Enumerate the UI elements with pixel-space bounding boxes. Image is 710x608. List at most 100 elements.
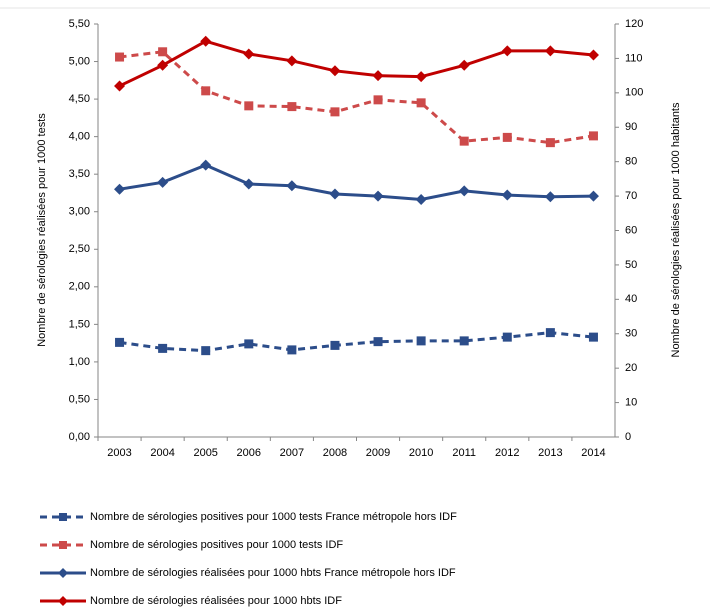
y2-tick-label: 30 — [625, 328, 637, 340]
y-tick-label: 5,00 — [69, 55, 90, 67]
point — [243, 178, 255, 190]
point — [588, 332, 598, 342]
x-tick-label: 2010 — [409, 447, 433, 459]
y2-tick-label: 70 — [625, 190, 637, 202]
point — [501, 189, 513, 201]
point — [157, 176, 169, 188]
point — [545, 328, 555, 338]
series-line — [119, 331, 594, 353]
y-tick-label: 5,50 — [69, 18, 90, 30]
point — [243, 48, 255, 60]
y2-tick-label: 120 — [625, 18, 643, 30]
legend-label: Nombre de sérologies positives pour 1000… — [90, 539, 343, 551]
x-tick-label: 2014 — [581, 447, 605, 459]
y2-tick-label: 10 — [625, 396, 637, 408]
legend-label: Nombre de sérologies réalisées pour 1000… — [90, 595, 342, 607]
point — [286, 180, 298, 192]
point — [502, 132, 512, 142]
point — [114, 183, 126, 195]
y2-tick-label: 20 — [625, 362, 637, 374]
point — [158, 343, 168, 353]
x-tick-label: 2009 — [366, 447, 390, 459]
point — [372, 190, 384, 202]
y-tick-label: 2,50 — [69, 243, 90, 255]
point — [201, 346, 211, 356]
point — [501, 45, 513, 57]
y2-tick-label: 110 — [625, 52, 643, 64]
legend-marker — [59, 541, 67, 549]
point — [157, 59, 169, 71]
legend-label: Nombre de sérologies positives pour 1000… — [90, 511, 457, 523]
point — [200, 35, 212, 47]
point — [115, 52, 125, 62]
y2-tick-label: 90 — [625, 121, 637, 133]
legend-marker — [58, 596, 68, 606]
point — [286, 55, 298, 67]
point — [114, 80, 126, 92]
y-tick-label: 3,50 — [69, 168, 90, 180]
point — [415, 194, 427, 206]
point — [416, 336, 426, 346]
point — [544, 45, 556, 57]
y-tick-label: 3,00 — [69, 206, 90, 218]
point — [459, 336, 469, 346]
point — [458, 185, 470, 197]
series-line — [119, 163, 594, 202]
point — [587, 190, 599, 202]
point — [158, 47, 168, 57]
point — [459, 136, 469, 146]
point — [287, 345, 297, 355]
x-tick-label: 2012 — [495, 447, 519, 459]
y2-tick-label: 100 — [625, 87, 643, 99]
point — [587, 49, 599, 61]
point — [115, 337, 125, 347]
y2-tick-label: 80 — [625, 156, 637, 168]
y2-axis-title: Nombre de sérologies réalisées pour 1000… — [670, 102, 682, 357]
legend-label: Nombre de sérologies réalisées pour 1000… — [90, 567, 456, 579]
y-tick-label: 2,00 — [69, 281, 90, 293]
point — [458, 59, 470, 71]
y2-tick-label: 60 — [625, 224, 637, 236]
point — [372, 70, 384, 82]
x-tick-label: 2007 — [280, 447, 304, 459]
x-tick-label: 2003 — [107, 447, 131, 459]
y-tick-label: 4,50 — [69, 93, 90, 105]
x-tick-label: 2008 — [323, 447, 347, 459]
y2-tick-label: 40 — [625, 293, 637, 305]
y2-tick-label: 50 — [625, 259, 637, 271]
point — [244, 339, 254, 349]
point — [329, 188, 341, 200]
point — [329, 65, 341, 77]
y-tick-label: 0,50 — [69, 393, 90, 405]
point — [200, 159, 212, 171]
x-tick-label: 2006 — [237, 447, 261, 459]
point — [416, 98, 426, 108]
point — [545, 138, 555, 148]
point — [330, 107, 340, 117]
y-tick-label: 4,00 — [69, 131, 90, 143]
y-tick-label: 1,50 — [69, 318, 90, 330]
point — [544, 191, 556, 203]
point — [244, 101, 254, 111]
y-tick-label: 0,00 — [69, 431, 90, 443]
point — [373, 95, 383, 105]
legend-marker — [58, 568, 68, 578]
point — [502, 332, 512, 342]
point — [201, 86, 211, 96]
series-line — [119, 50, 594, 145]
x-tick-label: 2013 — [538, 447, 562, 459]
y-tick-label: 1,00 — [69, 356, 90, 368]
x-tick-label: 2004 — [150, 447, 174, 459]
x-tick-label: 2005 — [193, 447, 217, 459]
point — [588, 131, 598, 141]
point — [330, 340, 340, 350]
point — [415, 71, 427, 83]
point — [373, 337, 383, 347]
y2-tick-label: 0 — [625, 431, 631, 443]
point — [287, 102, 297, 112]
y-axis-title: Nombre de sérologies réalisées pour 1000… — [36, 113, 48, 347]
legend-marker — [59, 513, 67, 521]
x-tick-label: 2011 — [452, 447, 476, 459]
series-line — [118, 39, 594, 88]
